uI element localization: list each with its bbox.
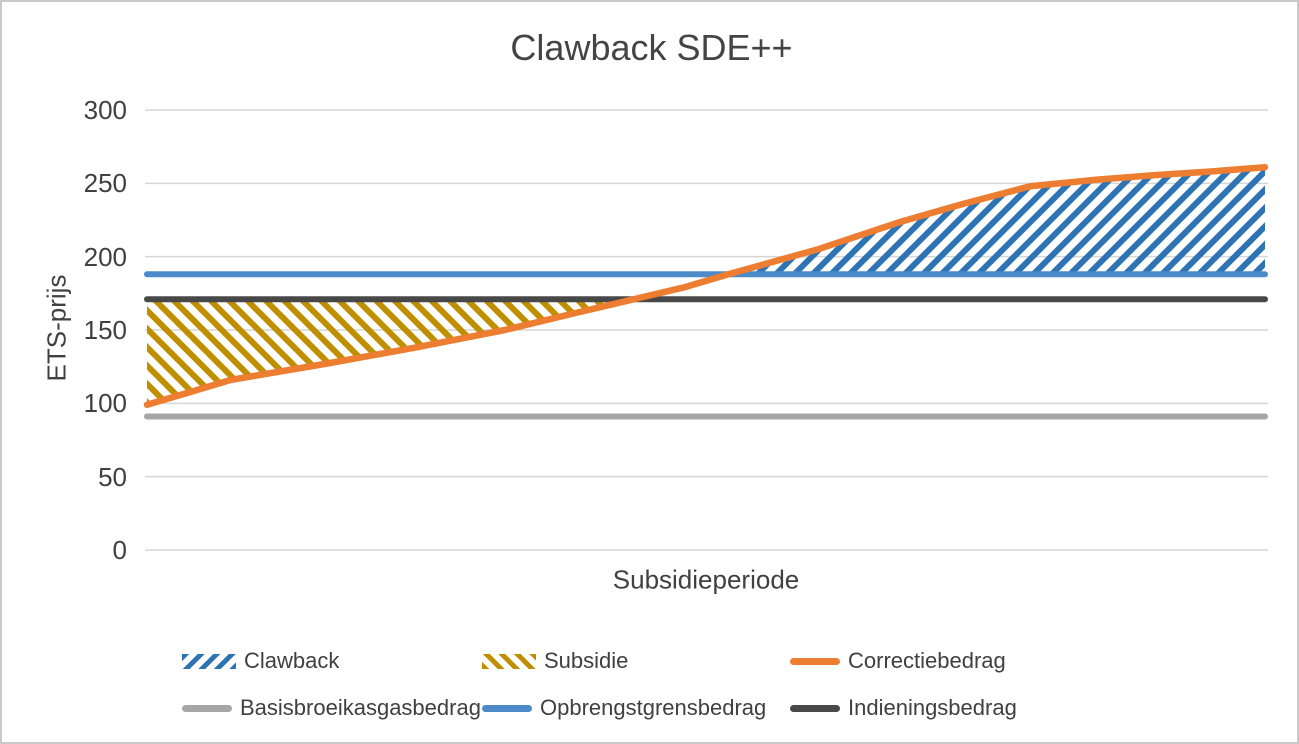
legend-label: Correctiebedrag [848, 648, 1006, 673]
legend-item-subsidie: Subsidie [482, 646, 628, 676]
hatch-blue-swatch [182, 653, 236, 669]
y-tick-label: 100 [83, 388, 127, 419]
y-tick-label: 200 [83, 241, 127, 272]
line-dark-swatch [790, 704, 840, 712]
line-orange-swatch [790, 657, 840, 665]
y-tick-label: 250 [83, 168, 127, 199]
x-axis-label: Subsidieperiode [612, 564, 800, 595]
y-tick-label: 150 [83, 315, 127, 345]
legend-label: Opbrengstgrensbedrag [540, 695, 767, 720]
legend-item-indieningsbedrag: Indieningsbedrag [790, 693, 1017, 723]
y-tick-label: 50 [98, 461, 127, 492]
chart-title: Clawback SDE++ [510, 27, 793, 68]
legend-item-correctiebedrag: Correctiebedrag [790, 646, 1006, 676]
correctiebedrag-line [143, 163, 1269, 409]
y-tick-label: 300 [83, 95, 127, 125]
line-gray-swatch [182, 704, 232, 712]
line-blue-swatch [482, 704, 532, 712]
legend-item-clawback: Clawback [182, 646, 339, 676]
legend-label: Basisbroeikasgasbedrag [240, 695, 481, 720]
legend-label: Indieningsbedrag [848, 695, 1017, 720]
legend-item-basisbroeikasgasbedrag: Basisbroeikasgasbedrag [182, 693, 481, 723]
hatch-gold-swatch [482, 653, 536, 669]
y-tick-label: 0 [112, 535, 127, 565]
plot-area [143, 109, 1269, 551]
clawback-hatch-area [728, 167, 1265, 275]
legend-label: Clawback [244, 648, 340, 673]
legend-label: Subsidie [544, 648, 629, 673]
legend-item-opbrengstgrensbedrag: Opbrengstgrensbedrag [482, 693, 766, 723]
